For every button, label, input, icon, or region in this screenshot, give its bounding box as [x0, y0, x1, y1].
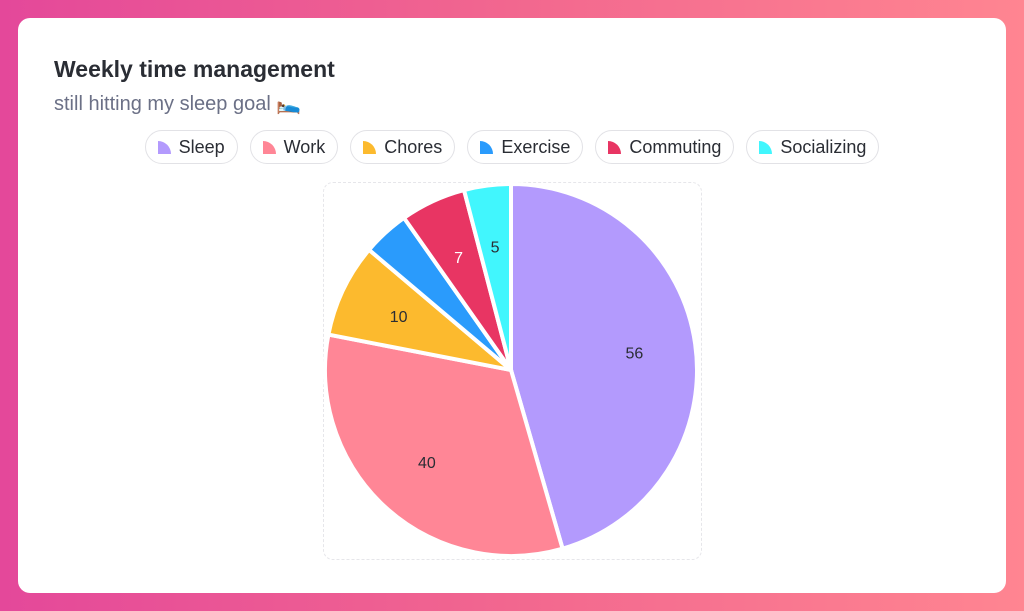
data-label-socializing: 5: [491, 239, 500, 256]
legend-item-exercise[interactable]: Exercise: [467, 130, 584, 164]
pie-slice-socializing[interactable]: [462, 182, 513, 372]
legend-label: Chores: [384, 136, 443, 157]
legend-item-chores[interactable]: Chores: [350, 130, 456, 164]
pie-slice-work[interactable]: [323, 332, 565, 558]
data-label-work: 40: [418, 455, 436, 472]
legend-label: Exercise: [501, 136, 571, 157]
pie-slice-sleep[interactable]: [509, 182, 699, 551]
legend-label: Work: [283, 136, 326, 157]
legend-label: Socializing: [780, 136, 867, 157]
data-label-commuting: 7: [454, 250, 463, 267]
pie-chart: 56 40 10 7 5: [323, 182, 699, 558]
legend-label: Sleep: [178, 136, 225, 157]
legend: Sleep Work Chores Exercise Commuting Socializ…: [18, 130, 1006, 164]
legend-item-commuting[interactable]: Commuting: [595, 130, 735, 164]
legend-item-sleep[interactable]: Sleep: [144, 130, 238, 164]
data-label-chores: 10: [390, 309, 408, 326]
chart-title: Weekly time management: [54, 56, 335, 82]
legend-item-work[interactable]: Work: [249, 130, 339, 164]
data-label-sleep: 56: [625, 346, 643, 363]
legend-label: Commuting: [629, 136, 722, 157]
legend-item-socializing[interactable]: Socializing: [746, 130, 880, 164]
chart-subtitle: still hitting my sleep goal 🛌: [54, 93, 302, 115]
chart-card: Weekly time management still hitting my …: [18, 18, 1006, 593]
